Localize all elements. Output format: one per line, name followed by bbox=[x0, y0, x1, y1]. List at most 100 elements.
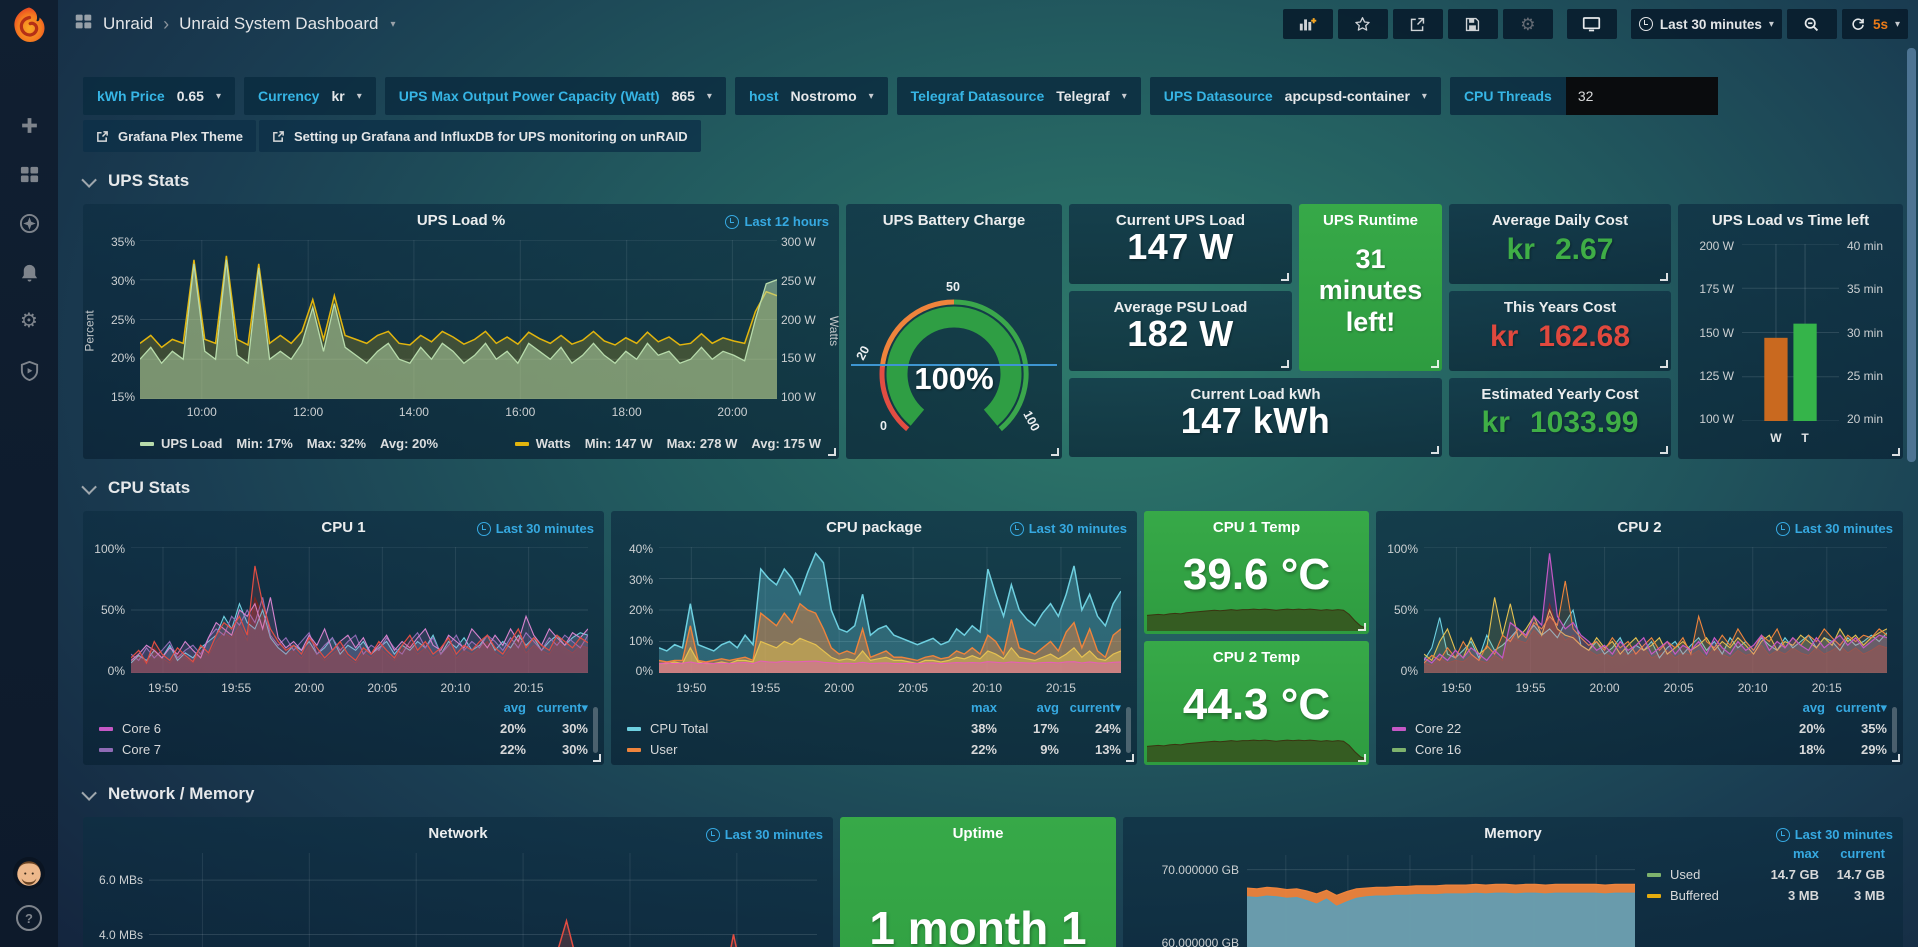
panel-title[interactable]: Average Daily Cost bbox=[1491, 212, 1629, 229]
panel-title[interactable]: Estimated Yearly Cost bbox=[1481, 386, 1639, 403]
legend-sort-column[interactable]: avg bbox=[1802, 700, 1825, 715]
panel-title[interactable]: Uptime bbox=[952, 825, 1004, 842]
panel-title[interactable]: UPS Battery Charge bbox=[882, 212, 1026, 229]
add-panel-button[interactable] bbox=[1282, 9, 1333, 39]
variable-telegraf-datasource[interactable]: Telegraf Datasource Telegraf ▾ bbox=[896, 77, 1141, 115]
dashboard-picker-caret-icon[interactable]: ▾ bbox=[390, 18, 396, 30]
legend-series-name[interactable]: CPU Total bbox=[627, 721, 935, 736]
panel-title[interactable]: CPU 2 bbox=[1617, 519, 1662, 536]
panel-current-load-kwh: Current Load kWh 147 kWh bbox=[1069, 378, 1442, 457]
alerting-bell-icon[interactable] bbox=[18, 261, 40, 283]
help-icon[interactable]: ? bbox=[16, 905, 42, 931]
y-axis-ticks: 100% 50% 0% bbox=[1387, 542, 1418, 678]
section-ups-stats[interactable]: UPS Stats bbox=[81, 168, 1903, 194]
legend-sort-column[interactable]: current▾ bbox=[1835, 699, 1887, 715]
ups-bars-chart[interactable] bbox=[1742, 244, 1839, 421]
link-ups-monitoring-guide[interactable]: Setting up Grafana and InfluxDB for UPS … bbox=[259, 120, 701, 152]
panel-title[interactable]: UPS Load % bbox=[416, 212, 506, 229]
zoom-out-button[interactable] bbox=[1786, 9, 1837, 39]
breadcrumb-dashboard[interactable]: Unraid System Dashboard bbox=[179, 14, 379, 33]
legend-sort-column[interactable]: avg bbox=[1036, 700, 1059, 715]
legend-sort-column[interactable]: current▾ bbox=[1069, 699, 1121, 715]
create-plus-icon[interactable] bbox=[18, 114, 40, 136]
legend-series-name[interactable]: Core 22 bbox=[1392, 721, 1763, 736]
caret-down-icon: ▾ bbox=[1421, 90, 1427, 102]
variable-currency[interactable]: Currency kr ▾ bbox=[243, 77, 376, 115]
legend-sort-column[interactable]: avg bbox=[503, 700, 526, 715]
panel-cpu1: CPU 1 Last 30 minutes 100% 50% 0% 19:50 19:… bbox=[83, 511, 604, 765]
legend-series-name[interactable]: Core 7 bbox=[99, 742, 464, 757]
panel-title[interactable]: CPU 2 Temp bbox=[1212, 649, 1301, 666]
cpu1-chart[interactable] bbox=[131, 547, 588, 673]
legend-item[interactable]: Watts Min: 147 W Max: 278 W Avg: 175 W bbox=[514, 436, 821, 451]
time-range-picker[interactable]: Last 30 minutes ▾ bbox=[1630, 9, 1782, 39]
panel-title[interactable]: Memory bbox=[1484, 825, 1542, 842]
save-button[interactable] bbox=[1447, 9, 1498, 39]
legend-item[interactable]: UPS Load Min: 17% Max: 32% Avg: 20% bbox=[140, 436, 438, 451]
refresh-picker[interactable]: 5s ▾ bbox=[1841, 9, 1908, 39]
panel-title[interactable]: Average PSU Load bbox=[1113, 299, 1248, 316]
legend-sort-column[interactable]: current bbox=[1840, 846, 1885, 861]
legend-sort-column[interactable]: max bbox=[1792, 846, 1819, 861]
cpu-threads-input[interactable] bbox=[1565, 77, 1718, 115]
y-axis-ticks-left: 35% 30% 25% 20% 15% bbox=[110, 235, 135, 404]
variable-label: Telegraf Datasource bbox=[910, 88, 1045, 104]
stat-value: 1033.99 bbox=[1529, 406, 1639, 440]
variable-ups-datasource[interactable]: UPS Datasource apcupsd-container ▾ bbox=[1149, 77, 1441, 115]
panel-title[interactable]: Network bbox=[428, 825, 488, 842]
legend-scrollbar-thumb[interactable] bbox=[1126, 707, 1131, 753]
grafana-logo[interactable] bbox=[9, 5, 49, 45]
gear-icon: ⚙ bbox=[1520, 14, 1536, 34]
legend-series-name[interactable]: Core 6 bbox=[99, 721, 464, 736]
cpu2-chart[interactable] bbox=[1424, 547, 1887, 673]
section-cpu-stats[interactable]: CPU Stats bbox=[81, 475, 1903, 501]
panel-title[interactable]: UPS Runtime bbox=[1322, 212, 1418, 229]
legend-scrollbar-thumb[interactable] bbox=[593, 707, 598, 753]
legend-row: Core 16 18% 29% bbox=[1392, 739, 1887, 760]
memory-chart[interactable] bbox=[1247, 855, 1635, 947]
variable-host[interactable]: host Nostromo ▾ bbox=[734, 77, 888, 115]
explore-compass-icon[interactable] bbox=[18, 212, 40, 234]
page-scrollbar-thumb[interactable] bbox=[1907, 48, 1916, 462]
variable-kwh-price[interactable]: kWh Price 0.65 ▾ bbox=[83, 77, 235, 115]
user-avatar[interactable] bbox=[13, 857, 45, 889]
legend-sort-column[interactable]: current▾ bbox=[536, 699, 588, 715]
ups-load-chart[interactable] bbox=[140, 240, 777, 399]
stat-value: 1 month 1 bbox=[869, 902, 1087, 947]
legend-series-name[interactable]: User bbox=[627, 742, 935, 757]
settings-gear-button[interactable]: ⚙ bbox=[1502, 9, 1553, 39]
panel-title[interactable]: Current Load kWh bbox=[1190, 386, 1321, 403]
panel-title[interactable]: CPU 1 bbox=[321, 519, 366, 536]
legend-row: Core 7 22% 30% bbox=[99, 739, 588, 760]
legend-row: CPU Total 38% 17% 24% bbox=[627, 718, 1121, 739]
cpu-package-chart[interactable] bbox=[659, 547, 1121, 673]
panel-title[interactable]: CPU 1 Temp bbox=[1212, 519, 1301, 536]
server-admin-shield-icon[interactable] bbox=[18, 359, 40, 381]
legend-sort-column[interactable]: max bbox=[970, 700, 997, 715]
variable-ups-max-output[interactable]: UPS Max Output Power Capacity (Watt) 865… bbox=[384, 77, 726, 115]
star-button[interactable] bbox=[1337, 9, 1388, 39]
panel-estimated-yearly-cost: Estimated Yearly Cost kr 1033.99 bbox=[1449, 378, 1671, 457]
panel-ups-runtime: UPS Runtime 31 minutes left! bbox=[1299, 204, 1442, 371]
link-grafana-plex-theme[interactable]: Grafana Plex Theme bbox=[83, 120, 256, 152]
gauge-tick: 0 bbox=[880, 418, 887, 433]
legend-scrollbar-thumb[interactable] bbox=[1892, 707, 1897, 753]
variable-label: UPS Max Output Power Capacity (Watt) bbox=[398, 88, 660, 104]
dashboards-icon[interactable] bbox=[18, 163, 40, 185]
cycle-view-monitor-button[interactable] bbox=[1566, 9, 1617, 39]
network-chart[interactable] bbox=[149, 853, 817, 947]
breadcrumb-folder[interactable]: Unraid bbox=[103, 14, 154, 33]
panel-title[interactable]: Current UPS Load bbox=[1115, 212, 1246, 229]
panel-title[interactable]: UPS Load vs Time left bbox=[1711, 212, 1870, 229]
legend-series-name[interactable]: Used bbox=[1647, 867, 1753, 882]
panel-title[interactable]: CPU package bbox=[826, 519, 922, 536]
template-variables-row: kWh Price 0.65 ▾ Currency kr ▾ UPS Max O… bbox=[83, 77, 1903, 115]
panel-title[interactable]: This Years Cost bbox=[1503, 299, 1617, 316]
section-network-memory[interactable]: Network / Memory bbox=[81, 781, 1903, 807]
configuration-gear-icon[interactable]: ⚙ bbox=[20, 310, 38, 332]
temp-sparkline bbox=[1147, 710, 1366, 762]
share-button[interactable] bbox=[1392, 9, 1443, 39]
legend-series-name[interactable]: Core 16 bbox=[1392, 742, 1763, 757]
legend-series-name[interactable]: Buffered bbox=[1647, 888, 1753, 903]
